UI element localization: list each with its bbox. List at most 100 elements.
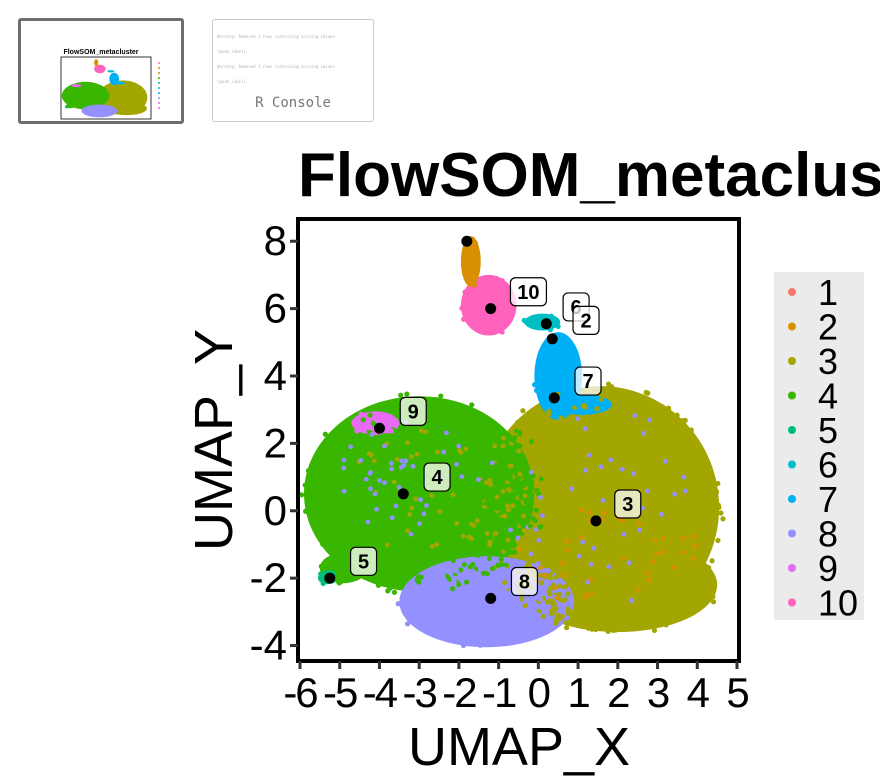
data-point: [352, 477, 359, 483]
data-point: [408, 531, 414, 537]
data-point: [665, 601, 671, 607]
label-box: [614, 489, 642, 519]
data-point: [535, 612, 541, 618]
data-point: [606, 516, 612, 522]
data-point: [331, 502, 337, 508]
data-point: [326, 542, 333, 548]
data-point: [334, 574, 340, 580]
data-point: [488, 482, 494, 488]
data-point: [565, 527, 571, 533]
thumbnail-legend-key: [158, 107, 160, 109]
data-point: [693, 578, 700, 584]
y-tick-label: 8: [264, 217, 287, 264]
data-point: [479, 548, 485, 554]
data-point: [450, 557, 456, 564]
data-point: [483, 500, 489, 506]
data-point: [586, 529, 592, 535]
centroid-5: [324, 572, 336, 584]
data-point: [500, 489, 506, 494]
data-point: [493, 275, 499, 282]
data-point: [454, 553, 460, 559]
data-point: [681, 474, 687, 480]
data-point: [382, 458, 389, 464]
data-point: [484, 531, 490, 537]
label-box: [349, 546, 378, 576]
cluster-label-7: 7: [574, 366, 602, 396]
data-point: [499, 278, 505, 284]
data-point: [552, 424, 558, 431]
data-point: [694, 461, 700, 468]
data-point: [591, 545, 597, 551]
data-point: [652, 462, 658, 468]
data-point: [662, 459, 668, 464]
data-point: [350, 528, 356, 534]
centroid-9: [373, 422, 385, 434]
data-point: [521, 620, 527, 626]
data-point: [578, 545, 584, 551]
legend-key-3: [788, 357, 796, 365]
data-point: [623, 547, 629, 553]
data-point: [489, 605, 495, 611]
cluster-label-8: 8: [510, 566, 539, 597]
data-point: [680, 418, 686, 424]
data-point: [569, 570, 575, 576]
data-point: [320, 481, 326, 487]
data-point: [698, 467, 704, 473]
data-point: [549, 560, 555, 567]
data-point: [521, 528, 528, 534]
data-point: [372, 491, 378, 497]
label-text: 7: [582, 371, 593, 393]
data-point: [349, 452, 355, 458]
label-box: [399, 396, 427, 426]
data-point: [318, 571, 324, 577]
data-point: [554, 616, 560, 622]
data-point: [419, 478, 425, 484]
r-console-thumbnail[interactable]: Warning: Removed 1 rows containing missi…: [212, 19, 374, 122]
data-point: [490, 313, 496, 319]
legend-label: 7: [818, 479, 838, 520]
data-point: [626, 560, 632, 566]
data-point: [541, 572, 547, 578]
data-point: [365, 446, 371, 452]
data-point: [523, 429, 530, 435]
data-point: [614, 554, 620, 560]
cluster-label-2: 2: [572, 305, 600, 335]
y-tick-label: 4: [264, 352, 287, 399]
data-point: [353, 509, 359, 516]
data-point: [572, 555, 578, 561]
data-point: [429, 440, 435, 446]
data-point: [339, 569, 346, 575]
data-point: [418, 428, 424, 433]
data-point: [695, 478, 701, 484]
data-point: [470, 482, 476, 487]
data-point: [395, 601, 401, 607]
data-point: [685, 530, 691, 537]
data-point: [477, 642, 483, 648]
data-point: [316, 457, 323, 463]
data-point: [663, 622, 669, 628]
data-point: [636, 442, 642, 448]
data-point: [533, 455, 539, 461]
data-point: [685, 605, 692, 611]
data-point: [593, 503, 599, 510]
data-point: [521, 513, 527, 519]
data-point: [710, 503, 716, 509]
data-point: [409, 505, 415, 511]
data-point: [603, 581, 609, 588]
data-point: [657, 471, 663, 477]
data-point: [696, 596, 702, 602]
data-point: [483, 520, 489, 526]
data-point: [493, 530, 499, 536]
x-tick-label: -2: [442, 669, 476, 716]
data-point: [361, 538, 367, 544]
data-point: [355, 453, 361, 460]
data-point: [527, 523, 533, 529]
data-point: [641, 430, 647, 436]
label-text: 8: [519, 572, 530, 594]
plot-history-thumbnail[interactable]: FlowSOM_metacluster: [18, 18, 184, 124]
data-point: [616, 519, 622, 526]
data-point: [489, 460, 495, 466]
data-point: [498, 562, 505, 568]
data-point: [628, 553, 634, 559]
data-point: [539, 580, 545, 586]
